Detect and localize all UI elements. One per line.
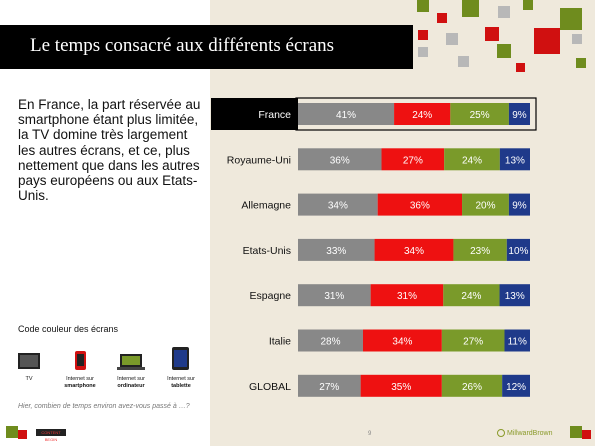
deco-square <box>497 44 511 58</box>
brand-mark-icon <box>497 429 505 437</box>
deco-square <box>570 426 582 438</box>
legend-label-line2: smartphone <box>64 382 96 389</box>
deco-square <box>458 56 469 67</box>
survey-question: Hier, combien de temps environ avez-vous… <box>18 403 190 410</box>
deco-square <box>485 27 499 41</box>
smartphone-icon <box>75 351 86 370</box>
deco-square <box>437 13 447 23</box>
deco-square <box>523 0 533 10</box>
legend-label-line2: tablette <box>171 382 191 389</box>
deco-square <box>582 430 591 439</box>
deco-square <box>6 426 18 438</box>
legend-label-line1: Internet sur <box>66 376 94 382</box>
deco-square <box>534 28 560 54</box>
deco-square <box>498 6 510 18</box>
title-bar: Le temps consacré aux différents écrans <box>0 25 413 69</box>
deco-square <box>572 34 582 44</box>
legend-item-smartphone: Internet sur smartphone <box>54 376 106 389</box>
page-number: 9 <box>368 431 372 437</box>
legend-item-computer: Internet sur ordinateur <box>105 376 157 389</box>
deco-square <box>446 33 458 45</box>
deco-square <box>418 47 428 57</box>
deco-square <box>417 0 429 12</box>
legend-title: Code couleur des écrans <box>18 324 119 334</box>
intro-text: En France, la part réservée au smartphon… <box>18 97 201 204</box>
legend-label-line1: Internet sur <box>167 376 195 382</box>
content-badge: CONTENT BEGIN <box>36 429 66 442</box>
slide-title: Le temps consacré aux différents écrans <box>30 35 335 56</box>
tv-icon <box>18 353 40 369</box>
deco-square <box>516 63 525 72</box>
legend-item-tablet: Internet sur tablette <box>155 376 207 389</box>
deco-square <box>462 0 479 17</box>
deco-square <box>18 430 27 439</box>
legend-label-line1: TV <box>25 376 33 382</box>
deco-square <box>418 30 428 40</box>
deco-square <box>560 8 582 30</box>
brand-name: MillwardBrown <box>507 430 553 437</box>
legend-label-line1: Internet sur <box>117 376 145 382</box>
laptop-icon <box>117 354 145 370</box>
brand-logo: MillwardBrown <box>497 429 553 437</box>
legend-item-tv: TV <box>3 376 55 383</box>
chart-background <box>210 0 595 446</box>
tablet-icon <box>172 347 189 370</box>
deco-square <box>576 58 586 68</box>
legend-label-line2: ordinateur <box>117 382 145 389</box>
